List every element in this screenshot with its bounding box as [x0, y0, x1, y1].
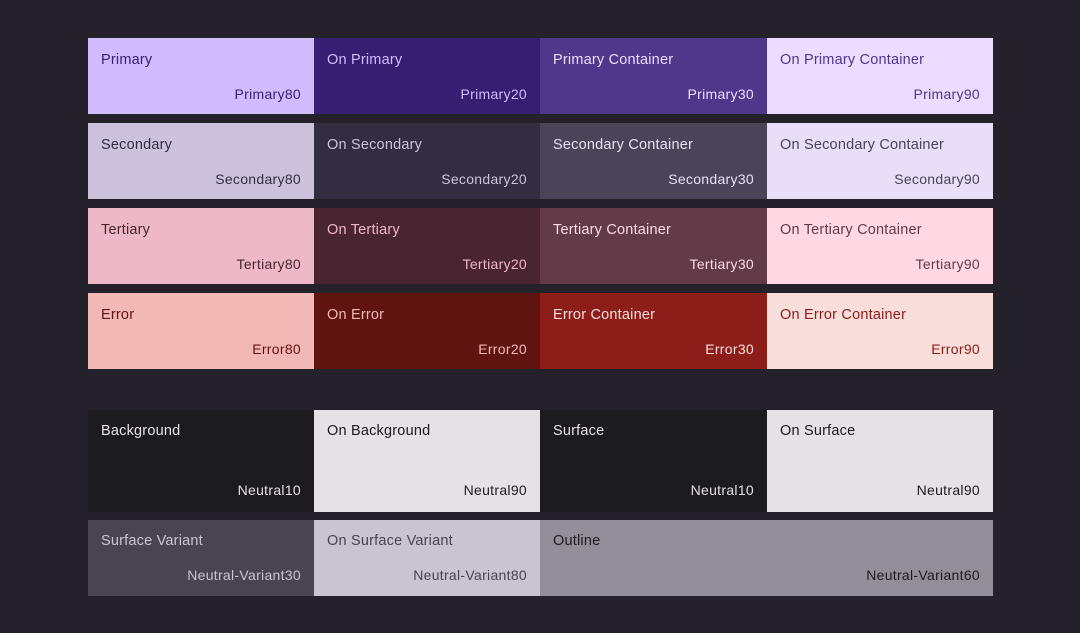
swatch-tone: Neutral90 — [916, 482, 980, 498]
swatch-tone: Neutral-Variant80 — [413, 567, 527, 583]
swatch-tone: Primary30 — [687, 86, 754, 102]
swatch-name: On Error Container — [780, 307, 907, 323]
variant-grid: Surface Variant Neutral-Variant30 On Sur… — [88, 520, 993, 596]
swatch-name: Background — [101, 423, 181, 439]
swatch-tone: Secondary20 — [441, 171, 527, 187]
swatch-tone: Tertiary30 — [689, 256, 754, 272]
swatch-tone: Primary80 — [234, 86, 301, 102]
swatch-name: On Primary — [327, 52, 403, 68]
swatch-error-container: Error Container Error30 — [540, 293, 767, 369]
swatch-tone: Error30 — [705, 341, 754, 357]
swatch-name: On Background — [327, 423, 431, 439]
swatch-on-secondary: On Secondary Secondary20 — [314, 123, 540, 199]
swatch-secondary: Secondary Secondary80 — [88, 123, 314, 199]
swatch-on-error: On Error Error20 — [314, 293, 540, 369]
swatch-surface: Surface Neutral10 — [540, 410, 767, 512]
swatch-outline: Outline Neutral-Variant60 — [540, 520, 993, 596]
swatch-name: On Primary Container — [780, 52, 925, 68]
swatch-on-surface-variant: On Surface Variant Neutral-Variant80 — [314, 520, 540, 596]
swatch-secondary-container: Secondary Container Secondary30 — [540, 123, 767, 199]
swatch-on-surface: On Surface Neutral90 — [767, 410, 993, 512]
swatch-name: Primary Container — [553, 52, 674, 68]
swatch-on-primary: On Primary Primary20 — [314, 38, 540, 114]
swatch-name: Error — [101, 307, 135, 323]
swatch-name: Secondary Container — [553, 137, 694, 153]
swatch-tone: Neutral10 — [690, 482, 754, 498]
swatch-tone: Secondary80 — [215, 171, 301, 187]
swatch-surface-variant: Surface Variant Neutral-Variant30 — [88, 520, 314, 596]
swatch-name: Secondary — [101, 137, 173, 153]
swatch-tone: Neutral-Variant60 — [866, 567, 980, 583]
swatch-tone: Secondary90 — [894, 171, 980, 187]
swatch-tone: Secondary30 — [668, 171, 754, 187]
swatch-on-tertiary-container: On Tertiary Container Tertiary90 — [767, 208, 993, 284]
swatch-name: Tertiary Container — [553, 222, 672, 238]
swatch-tone: Tertiary80 — [236, 256, 301, 272]
swatch-on-tertiary: On Tertiary Tertiary20 — [314, 208, 540, 284]
swatch-tone: Neutral90 — [463, 482, 527, 498]
swatch-tone: Error90 — [931, 341, 980, 357]
swatch-tone: Error80 — [252, 341, 301, 357]
swatch-name: On Surface Variant — [327, 533, 453, 549]
swatch-tertiary-container: Tertiary Container Tertiary30 — [540, 208, 767, 284]
swatch-name: Error Container — [553, 307, 656, 323]
color-role-grid: Primary Primary80 On Primary Primary20 P… — [88, 38, 993, 369]
swatch-on-secondary-container: On Secondary Container Secondary90 — [767, 123, 993, 199]
swatch-tone: Primary90 — [913, 86, 980, 102]
swatch-tone: Tertiary20 — [462, 256, 527, 272]
swatch-name: On Tertiary — [327, 222, 400, 238]
swatch-name: On Surface — [780, 423, 856, 439]
swatch-tone: Error20 — [478, 341, 527, 357]
swatch-primary-container: Primary Container Primary30 — [540, 38, 767, 114]
swatch-name: Primary — [101, 52, 153, 68]
swatch-tone: Primary20 — [460, 86, 527, 102]
swatch-name: On Secondary — [327, 137, 423, 153]
swatch-tone: Neutral-Variant30 — [187, 567, 301, 583]
swatch-name: Surface — [553, 423, 605, 439]
swatch-on-error-container: On Error Container Error90 — [767, 293, 993, 369]
swatch-name: On Tertiary Container — [780, 222, 922, 238]
swatch-primary: Primary Primary80 — [88, 38, 314, 114]
neutral-grid: Background Neutral10 On Background Neutr… — [88, 410, 993, 512]
swatch-tertiary: Tertiary Tertiary80 — [88, 208, 314, 284]
swatch-name: Surface Variant — [101, 533, 203, 549]
swatch-name: Tertiary — [101, 222, 151, 238]
swatch-error: Error Error80 — [88, 293, 314, 369]
swatch-name: Outline — [553, 533, 601, 549]
swatch-name: On Error — [327, 307, 385, 323]
swatch-tone: Tertiary90 — [915, 256, 980, 272]
swatch-name: On Secondary Container — [780, 137, 944, 153]
swatch-background: Background Neutral10 — [88, 410, 314, 512]
swatch-on-primary-container: On Primary Container Primary90 — [767, 38, 993, 114]
swatch-on-background: On Background Neutral90 — [314, 410, 540, 512]
swatch-tone: Neutral10 — [237, 482, 301, 498]
